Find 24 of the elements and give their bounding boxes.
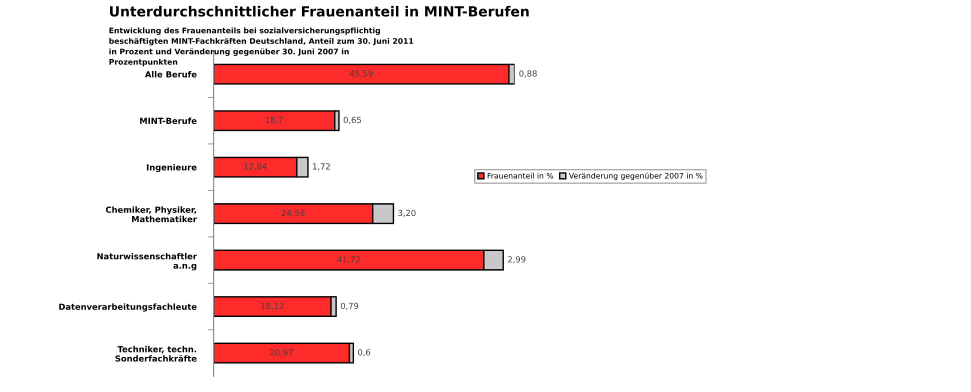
data-label: 0,6 — [358, 349, 370, 356]
y-tick-label: Alle Berufe — [144, 71, 197, 78]
data-label: 41,72 — [337, 256, 360, 264]
chart-title: Unterdurchschnittlicher Frauenanteil in MINT-Berufen — [110, 6, 529, 17]
bar — [214, 342, 350, 364]
data-label: 20,97 — [270, 349, 293, 356]
data-label: 2,99 — [508, 256, 526, 264]
data-label: 1,72 — [313, 163, 330, 170]
y-tick-label: MINT-Berufe — [140, 118, 197, 124]
y-tick-label: Ingenieure — [146, 164, 197, 172]
data-label: 0,88 — [519, 70, 537, 78]
data-label: 18,12 — [261, 302, 284, 310]
y-tick-label: Chemiker, Physiker, Mathematiker — [106, 206, 197, 222]
y-tick-label: Datenverarbeitungsfachleute — [59, 303, 197, 312]
bar — [214, 110, 336, 132]
data-label: 3,20 — [398, 210, 416, 217]
data-label: 45,59 — [350, 70, 373, 78]
data-label: 0,79 — [340, 302, 358, 310]
data-label: 18,7 — [266, 116, 283, 124]
y-tick-label: Techniker, techn. Sonderfachkräfte — [116, 346, 197, 362]
data-label: 24,56 — [282, 210, 305, 217]
y-tick-label: Naturwissenschaftler a.n.g — [97, 252, 197, 270]
data-label: 12,84 — [244, 163, 267, 170]
data-label: 0,65 — [344, 116, 361, 124]
